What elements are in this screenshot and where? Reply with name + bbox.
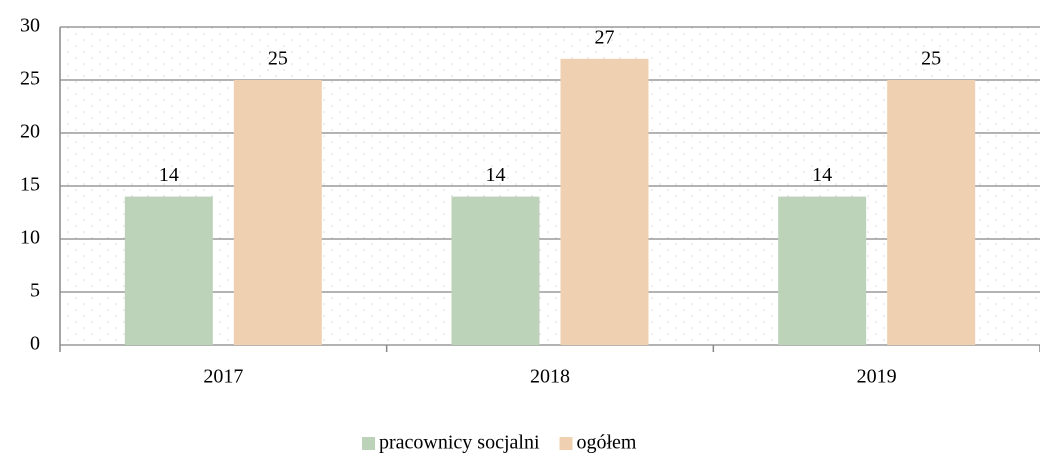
bar bbox=[887, 80, 976, 345]
x-tick-label: 2019 bbox=[857, 366, 897, 388]
x-tick-label: 2018 bbox=[530, 366, 570, 388]
y-tick-label: 5 bbox=[30, 280, 40, 302]
x-tick-label: 2017 bbox=[203, 366, 243, 388]
y-tick-label: 25 bbox=[20, 68, 40, 90]
bar bbox=[124, 196, 213, 345]
legend-label: ogółem bbox=[577, 432, 637, 454]
data-label: 14 bbox=[486, 164, 506, 186]
bar bbox=[778, 196, 867, 345]
y-tick-label: 30 bbox=[20, 15, 40, 37]
y-tick-label: 10 bbox=[20, 227, 40, 249]
y-tick-label: 15 bbox=[20, 174, 40, 196]
data-label: 27 bbox=[595, 26, 615, 48]
bar bbox=[451, 196, 540, 345]
bar bbox=[560, 58, 649, 346]
data-label: 25 bbox=[921, 48, 941, 70]
data-label: 25 bbox=[268, 48, 288, 70]
bar bbox=[233, 80, 322, 345]
y-tick-label: 20 bbox=[20, 121, 40, 143]
legend-label: pracownicy socjalni bbox=[379, 432, 540, 454]
legend-swatch bbox=[559, 437, 573, 450]
data-label: 14 bbox=[812, 164, 832, 186]
y-tick-label: 0 bbox=[30, 333, 40, 355]
data-label: 14 bbox=[159, 164, 179, 186]
legend-swatch bbox=[362, 437, 375, 450]
